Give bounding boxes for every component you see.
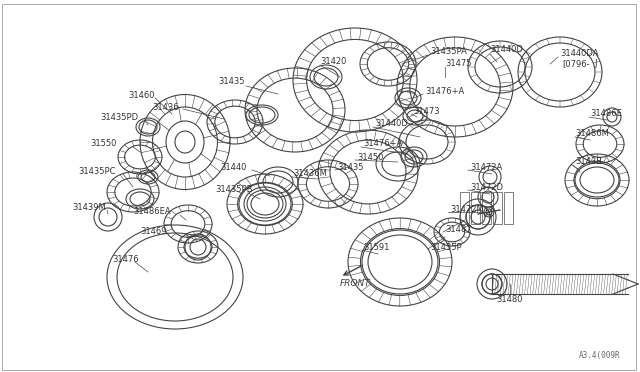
Text: 31435P: 31435P	[430, 243, 461, 251]
Text: 31439M: 31439M	[72, 202, 106, 212]
Text: 31436M: 31436M	[293, 170, 327, 179]
Text: 31591: 31591	[363, 243, 389, 251]
Text: 31440DA: 31440DA	[560, 49, 598, 58]
Text: 31480: 31480	[497, 295, 524, 305]
Text: 31450: 31450	[357, 153, 383, 161]
Text: 31435PB: 31435PB	[215, 186, 253, 195]
Text: A3.4(009R: A3.4(009R	[579, 351, 620, 360]
Text: 31472M: 31472M	[450, 205, 484, 215]
Bar	[471, 192, 480, 224]
Text: 31475: 31475	[445, 60, 472, 68]
Text: 31435PC: 31435PC	[78, 167, 115, 176]
Text: 31476+A: 31476+A	[425, 87, 464, 96]
Bar	[493, 192, 502, 224]
Text: J: J	[594, 60, 596, 68]
Text: 31440D: 31440D	[490, 45, 523, 55]
Text: 31440D: 31440D	[375, 119, 408, 128]
Text: FRONT: FRONT	[340, 279, 371, 289]
Text: 31550: 31550	[90, 140, 116, 148]
Text: 31469: 31469	[140, 228, 166, 237]
Text: 31476+A: 31476+A	[363, 140, 403, 148]
Text: 31476: 31476	[112, 256, 139, 264]
Text: 31435: 31435	[218, 77, 244, 87]
Text: 31486M: 31486M	[575, 129, 609, 138]
Text: 31440: 31440	[220, 163, 246, 171]
Text: 31472D: 31472D	[470, 183, 503, 192]
Text: 31420: 31420	[320, 58, 346, 67]
Text: 31436: 31436	[152, 103, 179, 112]
Bar	[504, 192, 513, 224]
Text: 31473: 31473	[413, 108, 440, 116]
Bar	[482, 192, 491, 224]
Text: 31487: 31487	[445, 225, 472, 234]
Text: 31435PA: 31435PA	[430, 48, 467, 57]
Text: 31486E: 31486E	[590, 109, 622, 119]
Text: 3143B: 3143B	[575, 157, 602, 167]
Text: [0796-: [0796-	[562, 60, 589, 68]
Text: 31486EA: 31486EA	[133, 208, 171, 217]
Text: 31435: 31435	[337, 163, 364, 171]
Bar	[460, 192, 469, 224]
Text: 31435PD: 31435PD	[100, 112, 138, 122]
Text: 31460: 31460	[128, 92, 154, 100]
Text: 31472A: 31472A	[470, 163, 502, 171]
